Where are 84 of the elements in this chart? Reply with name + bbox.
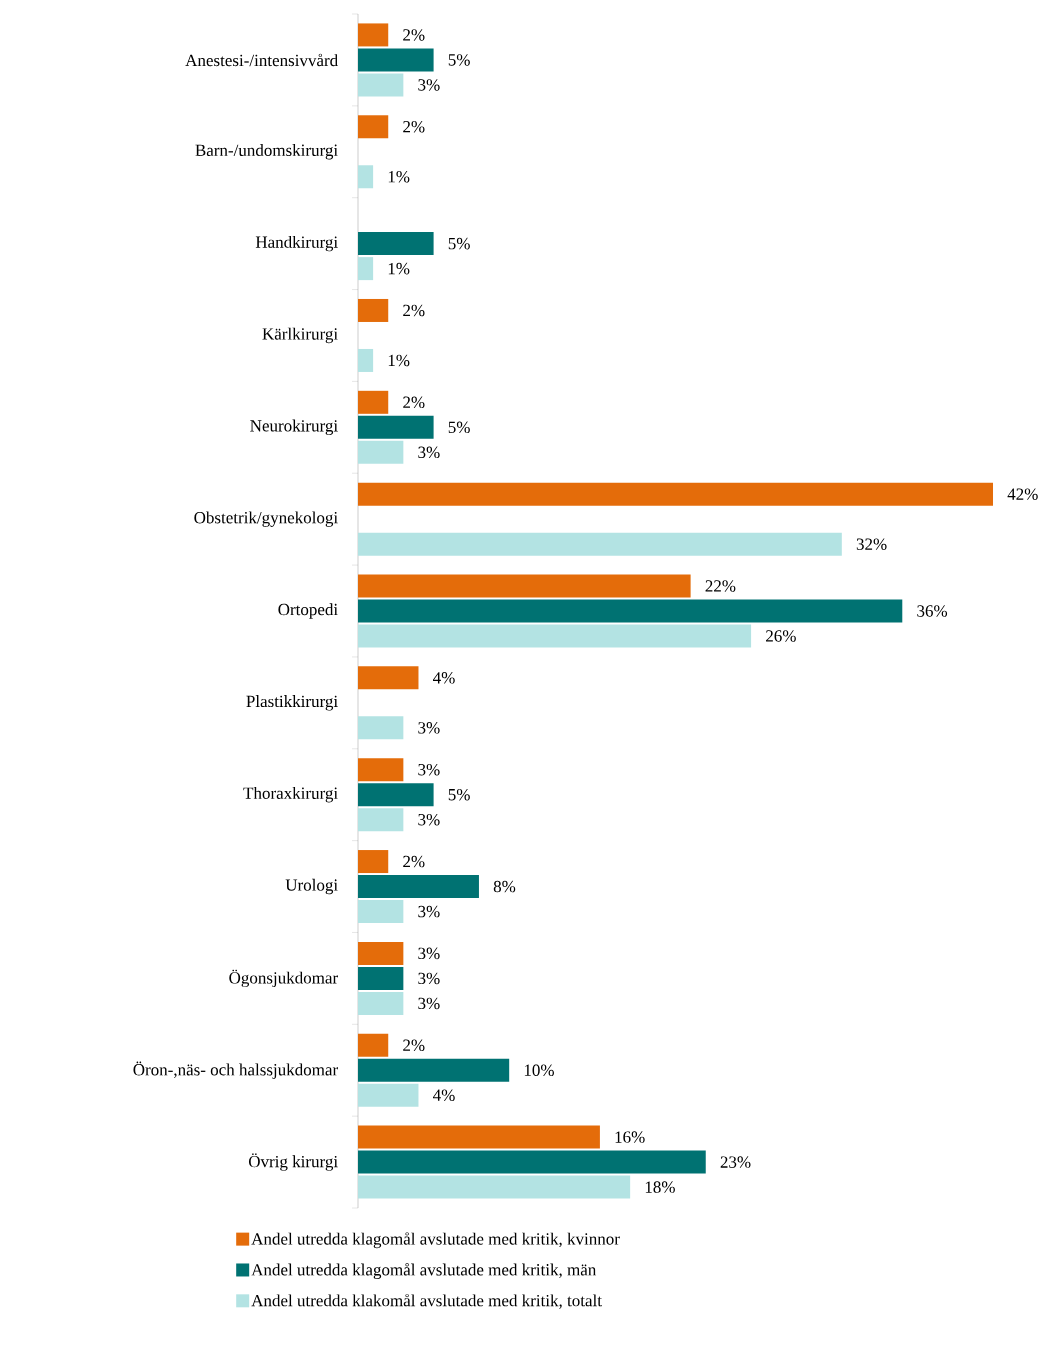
bar xyxy=(358,298,389,322)
bar xyxy=(358,1175,631,1199)
data-label: 5% xyxy=(448,54,470,66)
y-tick-label: Ögonsjukdomar xyxy=(229,969,338,988)
y-tick-label: Barn-/undomskirurgi xyxy=(195,144,338,160)
bar xyxy=(358,23,389,47)
bar xyxy=(358,758,404,782)
data-label: 42% xyxy=(1007,488,1038,500)
data-label: 16% xyxy=(615,1131,645,1143)
bar xyxy=(358,73,404,97)
data-label: 10% xyxy=(524,1064,554,1076)
data-label: 3% xyxy=(418,947,440,960)
bar xyxy=(358,348,374,372)
bar xyxy=(358,850,389,874)
data-label: 2% xyxy=(403,1039,425,1051)
data-label: 3% xyxy=(418,79,440,91)
data-label: 1% xyxy=(388,262,410,275)
data-label: 2% xyxy=(403,304,425,317)
y-tick-label: Öron-,näs- och halssjukdomar xyxy=(133,1061,338,1079)
data-label: 22% xyxy=(705,580,736,592)
y-tick-label: Neurokirurgi xyxy=(250,419,338,436)
bar xyxy=(358,599,903,623)
y-tick-label: Thoraxkirurgi xyxy=(243,786,338,803)
data-label: 2% xyxy=(403,121,425,133)
y-tick-label: Obstetrik/gynekologi xyxy=(194,511,338,527)
legend-label: Andel utredda klagomål avslutade med kritik, kvinnor xyxy=(251,1232,620,1249)
legend-label: Andel utredda klagomål avslutade med kritik, män xyxy=(251,1263,597,1280)
bar xyxy=(358,1125,600,1149)
bar xyxy=(358,991,404,1015)
data-label: 1% xyxy=(388,354,410,367)
bar xyxy=(358,415,434,439)
bar xyxy=(358,1033,389,1057)
data-label: 2% xyxy=(403,29,425,41)
y-tick-label: Övrig kirurgi xyxy=(248,1153,338,1171)
bar xyxy=(358,1150,706,1174)
data-label: 5% xyxy=(448,788,470,801)
data-label: 3% xyxy=(418,763,440,776)
data-label: 3% xyxy=(418,813,440,826)
bar xyxy=(358,624,752,648)
data-label: 5% xyxy=(448,237,470,250)
data-label: 26% xyxy=(766,630,796,642)
bar xyxy=(358,1058,510,1082)
bar xyxy=(358,966,404,990)
y-tick-label: Anestesi-/intensivvård xyxy=(185,53,338,67)
legend-label: Andel utredda klakomål avslutade med kritik, totalt xyxy=(251,1293,602,1309)
y-tick-label: Plastikkirurgi xyxy=(246,695,338,711)
bar xyxy=(358,808,404,832)
bar xyxy=(358,941,404,965)
data-label: 3% xyxy=(418,972,440,985)
bar xyxy=(358,482,993,506)
data-label: 8% xyxy=(493,880,516,893)
data-label: 4% xyxy=(433,1089,455,1101)
bar xyxy=(358,257,374,281)
data-label: 3% xyxy=(418,905,440,918)
bar xyxy=(358,716,404,740)
data-label: 2% xyxy=(403,396,425,409)
y-tick-label: Kärlkirurgi xyxy=(262,327,338,344)
bar xyxy=(358,574,691,598)
y-tick-label: Ortopedi xyxy=(278,603,338,619)
data-label: 3% xyxy=(418,446,440,459)
data-label: 3% xyxy=(418,722,440,734)
y-tick-label: Urologi xyxy=(285,878,338,895)
data-label: 3% xyxy=(418,997,440,1010)
data-label: 1% xyxy=(388,171,410,183)
bar xyxy=(358,440,404,464)
data-label: 32% xyxy=(856,538,887,550)
data-label: 5% xyxy=(448,421,470,434)
bar xyxy=(358,1083,419,1107)
data-label: 36% xyxy=(917,605,948,617)
bar xyxy=(358,390,389,414)
bar xyxy=(358,783,434,807)
bar xyxy=(358,232,434,256)
bar xyxy=(358,115,389,139)
y-tick-label: Handkirurgi xyxy=(255,235,338,252)
data-label: 18% xyxy=(645,1181,675,1193)
data-label: 4% xyxy=(433,672,455,684)
data-label: 2% xyxy=(403,855,425,868)
bar xyxy=(358,532,842,556)
bar xyxy=(358,48,434,72)
data-label: 23% xyxy=(720,1156,751,1168)
bar xyxy=(358,165,374,189)
bar xyxy=(358,875,479,899)
bar xyxy=(358,666,419,690)
bar xyxy=(358,900,404,924)
